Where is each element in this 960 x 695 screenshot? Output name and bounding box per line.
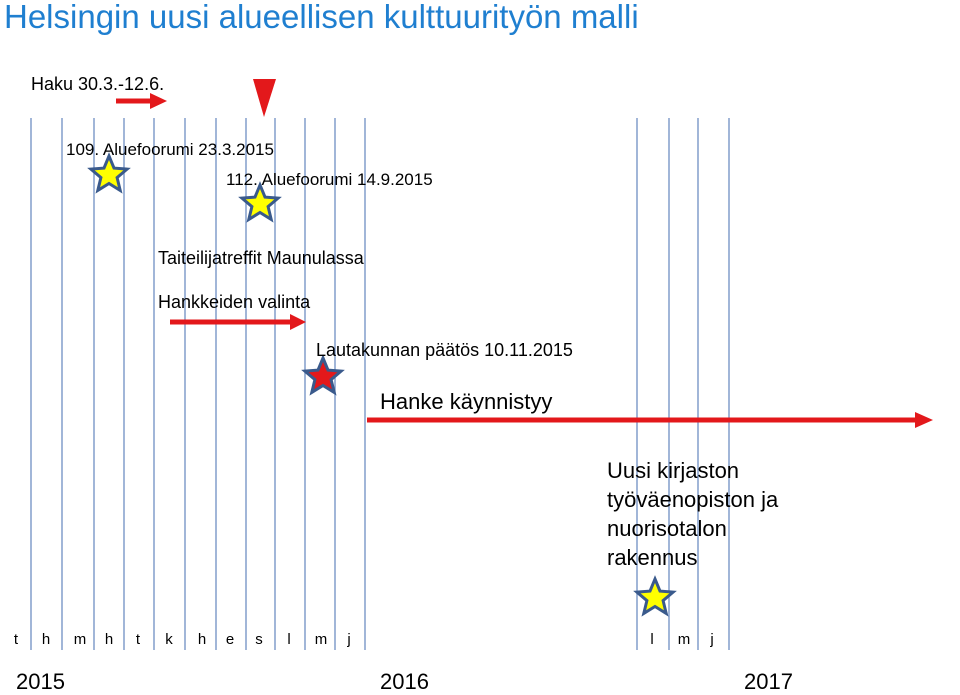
rakennus-line-2: työväenopiston ja — [607, 487, 779, 512]
month-label: m — [677, 631, 691, 648]
month-label: l — [287, 631, 291, 648]
month-label: j — [347, 631, 351, 648]
timeline-shapes — [116, 79, 933, 428]
forum1-label: 109. Aluefoorumi 23.3.2015 — [66, 140, 274, 159]
month-label: m — [73, 631, 87, 648]
lautakunta-label: Lautakunnan päätös 10.11.2015 — [316, 340, 573, 360]
month-label: t — [13, 631, 19, 648]
month-gridlines — [30, 118, 730, 650]
month-label: h — [197, 631, 207, 648]
current-time-marker — [253, 79, 276, 117]
hanke-kaynnistyy-arrow — [367, 412, 933, 428]
month-label: h — [104, 631, 114, 648]
month-label: e — [225, 631, 235, 648]
hanke-kaynnistyy-label: Hanke käynnistyy — [380, 389, 553, 414]
milestone-stars — [87, 152, 677, 617]
year-label-2015: 2015 — [16, 669, 65, 694]
hankkeiden-valinta-label: Hankkeiden valinta — [158, 292, 311, 312]
forum2-label: 112. Aluefoorumi 14.9.2015 — [226, 170, 433, 189]
month-label: k — [165, 631, 173, 648]
month-label: m — [314, 631, 328, 648]
haku-arrow — [116, 93, 167, 109]
rakennus-line-3: nuorisotalon — [607, 516, 727, 541]
forum2-star — [238, 181, 282, 223]
month-label: l — [650, 631, 654, 648]
page-title: Helsingin uusi alueellisen kulttuurityön… — [4, 0, 639, 35]
lautakunta-star — [301, 354, 345, 396]
year-label-2016: 2016 — [380, 669, 429, 694]
year-label-2017: 2017 — [744, 669, 793, 694]
rakennus-line-1: Uusi kirjaston — [607, 458, 740, 483]
month-label: h — [41, 631, 51, 648]
rakennus-star — [633, 575, 677, 617]
month-label: s — [255, 631, 263, 648]
month-label: t — [135, 631, 141, 648]
haku-label: Haku 30.3.-12.6. — [31, 74, 165, 94]
forum1-star — [87, 152, 131, 194]
month-label: j — [710, 631, 714, 648]
rakennus-line-4: rakennus — [607, 545, 698, 570]
rakennus-label: Uusi kirjaston työväenopiston ja nuoriso… — [607, 456, 778, 572]
hankkeiden-valinta-arrow — [170, 314, 306, 330]
taiteilijatreffit-label: Taiteilijatreffit Maunulassa — [158, 248, 364, 268]
